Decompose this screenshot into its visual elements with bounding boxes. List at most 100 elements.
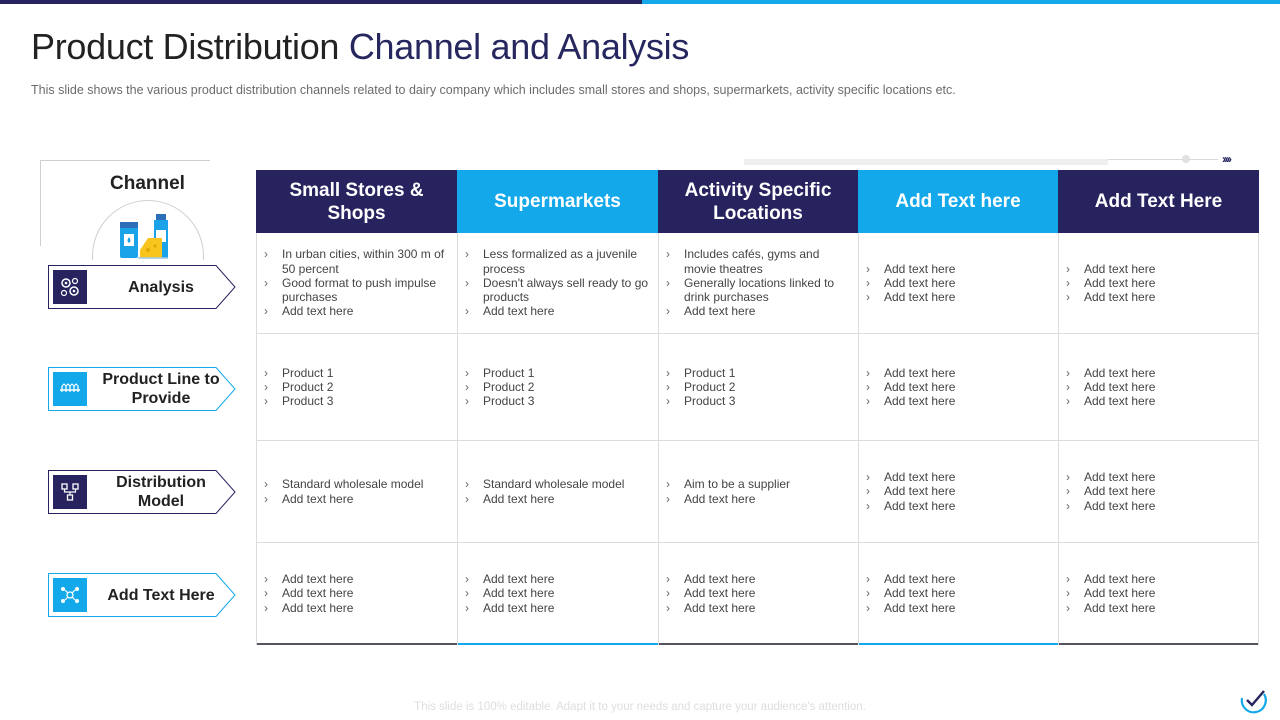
distribution-icon — [53, 475, 87, 509]
row-label-product-line: Product Line to Provide — [48, 367, 238, 411]
list-item: Add text here — [864, 394, 1052, 408]
list-item: Add text here — [1064, 394, 1253, 408]
chevrons-icon: ›››› — [1222, 152, 1232, 166]
column-header: Activity Specific Locations — [658, 170, 858, 233]
row-label-frame — [48, 470, 236, 514]
list-item: Add text here — [463, 492, 652, 506]
row-label-text: Analysis — [128, 278, 194, 296]
network-icon — [53, 578, 87, 612]
list-item: Add text here — [262, 492, 451, 506]
table-column: Supermarkets Less formalized as a juvenil… — [457, 170, 658, 645]
list-item: Add text here — [1064, 601, 1253, 615]
list-item: Product 2 — [262, 380, 451, 394]
cell-bullet-list: Product 1Product 2Product 3 — [463, 366, 652, 409]
list-item: Add text here — [864, 470, 1052, 484]
list-item: Product 1 — [664, 366, 852, 380]
cell-bullet-list: Product 1Product 2Product 3 — [262, 366, 451, 409]
list-item: Add text here — [1064, 380, 1253, 394]
list-item: Product 3 — [262, 394, 451, 408]
cell-bullet-list: In urban cities, within 300 m of 50 perc… — [262, 247, 451, 318]
table-cell: Product 1Product 2Product 3 — [457, 334, 658, 441]
list-item: Add text here — [864, 586, 1052, 600]
list-item: Add text here — [864, 601, 1052, 615]
row-label-text: Distribution Model — [116, 474, 206, 510]
list-item: Add text here — [463, 586, 652, 600]
list-item: Add text here — [1064, 484, 1253, 498]
list-item: Add text here — [864, 499, 1052, 513]
list-item: Add text here — [463, 601, 652, 615]
column-header: Add Text Here — [1058, 170, 1259, 233]
list-item: Add text here — [864, 262, 1052, 276]
list-item: Add text here — [1064, 366, 1253, 380]
channel-frame — [40, 160, 210, 246]
list-item: Add text here — [1064, 470, 1253, 484]
channel-table: Small Stores & Shops In urban cities, wit… — [256, 170, 1259, 645]
table-cell: Product 1Product 2Product 3 — [256, 334, 457, 441]
company-logo — [1240, 690, 1267, 714]
table-cell: In urban cities, within 300 m of 50 perc… — [256, 233, 457, 334]
list-item: Product 2 — [463, 380, 652, 394]
list-item: Doesn't always sell ready to go products — [463, 276, 652, 304]
channel-label: Channel — [110, 173, 185, 194]
column-separator — [658, 233, 659, 645]
gears-icon — [53, 270, 87, 304]
list-item: Add text here — [262, 572, 451, 586]
cell-bullet-list: Standard wholesale modelAdd text here — [463, 477, 652, 506]
list-item: Add text here — [664, 586, 852, 600]
row-label-frame — [48, 573, 236, 617]
column-separator — [256, 233, 257, 645]
column-bottom-rule — [658, 643, 858, 645]
list-item: Good format to push impulse purchases — [262, 276, 451, 304]
list-item: Add text here — [1064, 572, 1253, 586]
table-column: Small Stores & Shops In urban cities, wit… — [256, 170, 457, 645]
cell-bullet-list: Less formalized as a juvenile processDoe… — [463, 247, 652, 318]
column-bottom-rule — [858, 643, 1058, 645]
column-separator — [1058, 233, 1059, 645]
row-label-text: Product Line to Provide — [102, 371, 220, 407]
list-item: Add text here — [262, 601, 451, 615]
list-item: Add text here — [864, 380, 1052, 394]
page-title: Product Distribution Channel and Analysi… — [31, 26, 689, 68]
list-item: Add text here — [864, 484, 1052, 498]
decorative-line — [744, 159, 1108, 165]
footer-note: This slide is 100% editable. Adapt it to… — [414, 701, 866, 713]
list-item: Aim to be a supplier — [664, 477, 852, 491]
row-label-add-text: Add Text Here — [48, 573, 238, 617]
column-bottom-rule — [256, 643, 457, 645]
list-item: Add text here — [463, 304, 652, 318]
list-item: Product 1 — [262, 366, 451, 380]
list-item: In urban cities, within 300 m of 50 perc… — [262, 247, 451, 275]
top-accent-bar — [0, 0, 1280, 4]
list-item: Product 1 — [463, 366, 652, 380]
row-label-distribution: Distribution Model — [48, 470, 238, 514]
cell-bullet-list: Aim to be a supplierAdd text here — [664, 477, 852, 506]
list-item: Add text here — [664, 572, 852, 586]
list-item: Generally locations linked to drink purc… — [664, 276, 852, 304]
list-item: Add text here — [1064, 276, 1253, 290]
top-accent-light — [642, 0, 1280, 4]
column-separator — [457, 233, 458, 645]
column-bottom-rule — [457, 643, 658, 645]
column-header: Small Stores & Shops — [256, 170, 457, 233]
row-label-analysis: Analysis — [48, 265, 238, 309]
list-item: Product 3 — [463, 394, 652, 408]
row-label-frame — [48, 367, 236, 411]
cell-bullet-list: Includes cafés, gyms and movie theatresG… — [664, 247, 852, 318]
column-separator — [1258, 233, 1259, 645]
table-cell: Includes cafés, gyms and movie theatresG… — [658, 233, 858, 334]
table-cell: Less formalized as a juvenile processDoe… — [457, 233, 658, 334]
list-item: Product 3 — [664, 394, 852, 408]
